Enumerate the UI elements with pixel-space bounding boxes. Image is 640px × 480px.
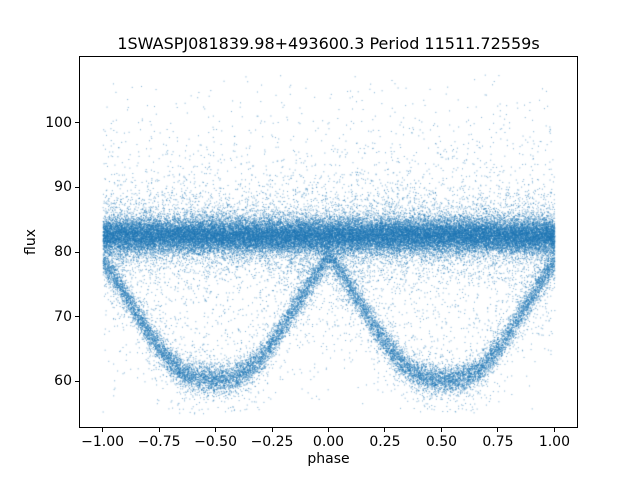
chart-title: 1SWASPJ081839.98+493600.3 Period 11511.7… — [117, 34, 540, 53]
x-tick-mark — [553, 428, 555, 432]
x-tick-mark — [215, 428, 217, 432]
x-tick-label: 1.00 — [538, 434, 570, 450]
plot-area — [79, 56, 578, 428]
x-tick-label: 0.75 — [482, 434, 514, 450]
x-tick-mark — [102, 428, 104, 432]
x-tick-mark — [328, 428, 329, 432]
x-tick-mark — [440, 428, 442, 432]
y-tick-label: 70 — [54, 308, 72, 325]
y-tick-mark — [75, 251, 79, 253]
x-tick-mark — [384, 428, 386, 432]
x-tick-label: 0.50 — [425, 434, 458, 450]
y-tick-mark — [75, 316, 79, 318]
x-tick-label: −0.50 — [194, 434, 237, 450]
y-tick-mark — [75, 122, 79, 124]
y-tick-mark — [75, 380, 79, 382]
x-tick-mark — [271, 428, 273, 432]
x-tick-label: 0.00 — [312, 434, 345, 450]
scatter-canvas — [80, 57, 577, 427]
y-tick-label: 90 — [54, 179, 72, 196]
y-tick-label: 100 — [45, 114, 72, 131]
y-tick-label: 60 — [54, 373, 72, 390]
y-tick-label: 80 — [54, 244, 72, 260]
x-tick-label: 0.25 — [369, 434, 401, 450]
x-tick-label: −0.75 — [137, 434, 181, 450]
x-tick-label: −0.25 — [250, 434, 294, 450]
x-axis-label: phase — [307, 451, 350, 467]
x-tick-mark — [158, 428, 160, 432]
x-tick-label: −1.00 — [81, 434, 125, 450]
x-tick-mark — [497, 428, 499, 432]
y-tick-mark — [75, 186, 79, 188]
